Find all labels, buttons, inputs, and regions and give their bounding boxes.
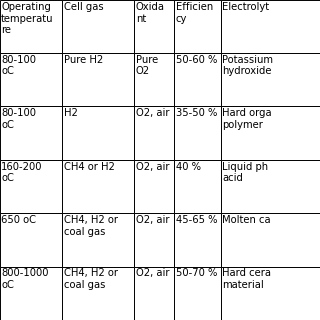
Text: O2, air: O2, air <box>136 215 169 225</box>
Text: CH4, H2 or
coal gas: CH4, H2 or coal gas <box>64 268 118 290</box>
Text: O2, air: O2, air <box>136 162 169 172</box>
Text: Potassium
hydroxide: Potassium hydroxide <box>222 55 273 76</box>
Text: Liquid ph
acid: Liquid ph acid <box>222 162 268 183</box>
Bar <box>221 53 320 106</box>
Bar <box>0 0 62 53</box>
Bar <box>134 53 174 106</box>
Text: 160-200
oC: 160-200 oC <box>1 162 43 183</box>
Bar <box>134 267 174 320</box>
Bar <box>174 106 221 160</box>
Bar <box>62 106 134 160</box>
Text: 45-65 %: 45-65 % <box>176 215 217 225</box>
Text: Cell gas: Cell gas <box>64 2 103 12</box>
Bar <box>221 160 320 213</box>
Bar <box>134 213 174 267</box>
Text: CH4 or H2: CH4 or H2 <box>64 162 115 172</box>
Text: 80-100
oC: 80-100 oC <box>1 55 36 76</box>
Bar <box>221 0 320 53</box>
Text: CH4, H2 or
coal gas: CH4, H2 or coal gas <box>64 215 118 236</box>
Text: 40 %: 40 % <box>176 162 201 172</box>
Bar <box>62 53 134 106</box>
Text: Molten ca: Molten ca <box>222 215 271 225</box>
Bar <box>174 53 221 106</box>
Bar <box>134 0 174 53</box>
Bar <box>0 53 62 106</box>
Bar <box>0 267 62 320</box>
Bar <box>62 0 134 53</box>
Text: Pure H2: Pure H2 <box>64 55 103 65</box>
Bar <box>62 160 134 213</box>
Text: Efficien
cy: Efficien cy <box>176 2 213 24</box>
Bar <box>174 0 221 53</box>
Bar <box>134 160 174 213</box>
Bar <box>174 160 221 213</box>
Text: 50-70 %: 50-70 % <box>176 268 217 278</box>
Bar <box>0 106 62 160</box>
Bar <box>174 213 221 267</box>
Text: H2: H2 <box>64 108 77 118</box>
Text: Pure
O2: Pure O2 <box>136 55 158 76</box>
Text: 800-1000
oC: 800-1000 oC <box>1 268 49 290</box>
Bar <box>221 213 320 267</box>
Text: Hard orga
polymer: Hard orga polymer <box>222 108 272 130</box>
Bar <box>221 106 320 160</box>
Text: Electrolyt: Electrolyt <box>222 2 269 12</box>
Bar <box>174 267 221 320</box>
Text: O2, air: O2, air <box>136 268 169 278</box>
Text: 650 oC: 650 oC <box>1 215 36 225</box>
Text: 35-50 %: 35-50 % <box>176 108 217 118</box>
Bar <box>0 213 62 267</box>
Bar <box>221 267 320 320</box>
Text: Operating
temperatu
re: Operating temperatu re <box>1 2 54 35</box>
Text: Hard cera
material: Hard cera material <box>222 268 271 290</box>
Bar <box>62 267 134 320</box>
Text: 80-100
oC: 80-100 oC <box>1 108 36 130</box>
Text: 50-60 %: 50-60 % <box>176 55 217 65</box>
Text: O2, air: O2, air <box>136 108 169 118</box>
Bar <box>0 160 62 213</box>
Bar <box>62 213 134 267</box>
Text: Oxida
nt: Oxida nt <box>136 2 165 24</box>
Bar <box>134 106 174 160</box>
